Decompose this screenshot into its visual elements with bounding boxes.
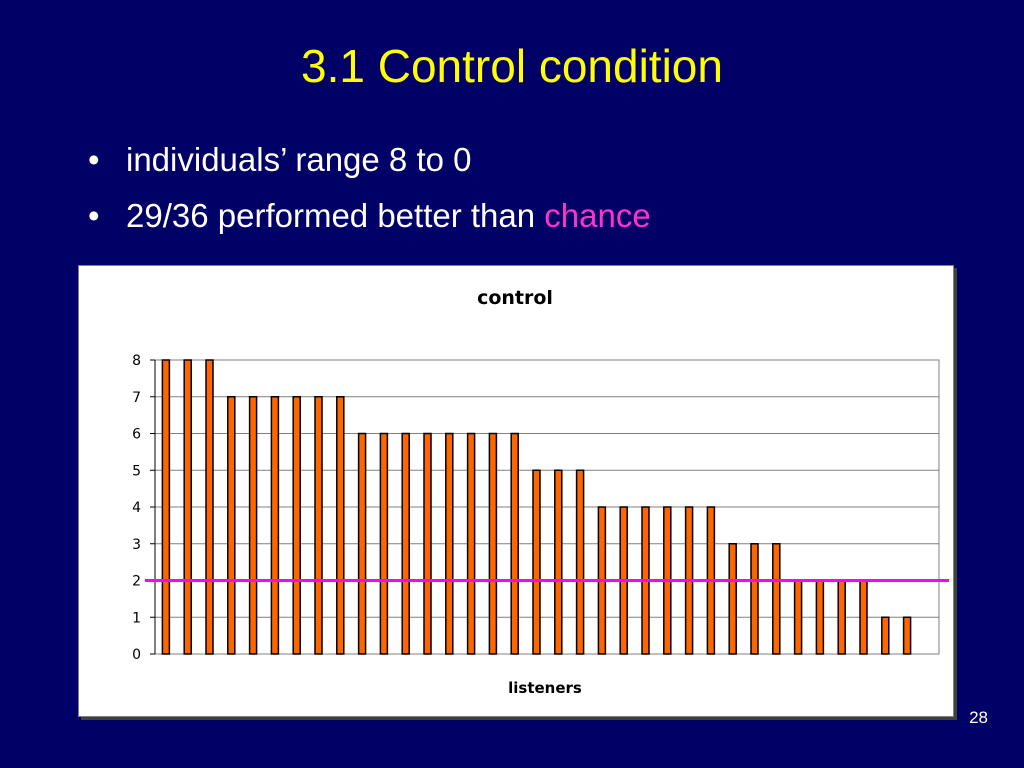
chart-container: control listeners 0 1 2 3 4 5 6 7 8 [78,265,954,717]
bar [227,396,236,655]
bar-chart: control listeners 0 1 2 3 4 5 6 7 8 [132,287,949,697]
y-tick-label: 7 [132,390,141,406]
bar [902,616,912,655]
y-tick-label: 0 [132,647,141,663]
y-tick-label: 2 [132,574,141,590]
bullet-item-range: • individuals’ range 8 to 0 [88,138,651,194]
bar [837,579,846,655]
bar [183,359,192,655]
y-tick-label: 8 [132,353,141,369]
bar [292,396,301,655]
bar [466,432,476,655]
bar [488,432,498,655]
bar [859,579,868,655]
bullet-text: individuals’ range 8 to 0 [126,141,472,178]
bar [314,396,323,655]
bullet-marker: • [88,141,100,178]
x-axis-label: listeners [508,679,582,697]
bar [510,432,519,655]
y-tick-label: 1 [132,610,141,626]
slide-title: 3.1 Control condition [301,40,723,92]
bar [815,579,825,655]
bar [423,432,432,655]
bar [575,469,585,655]
bar [379,432,389,655]
bar [336,396,345,655]
bar [205,359,214,655]
y-tick-label: 5 [132,463,141,479]
bullet-text: 29/36 performed better than [126,197,545,234]
bar [270,396,280,655]
y-tick-label: 4 [132,500,141,516]
bar [750,543,759,655]
bar [532,469,541,655]
bar [772,543,781,655]
bar [161,359,171,655]
bar [445,432,454,655]
bar [248,396,258,655]
chart-title: control [477,287,553,309]
y-tick-label: 3 [132,537,141,553]
bullet-item-chance: • 29/36 performed better than chance [88,194,651,250]
bar [881,616,890,655]
bar [357,432,367,655]
bullet-marker: • [88,197,100,234]
bar [401,432,410,655]
bullet-list: • individuals’ range 8 to 0 • 29/36 perf… [88,138,651,250]
page-number: 28 [969,708,988,727]
y-axis-ticks: 0 1 2 3 4 5 6 7 8 [132,353,155,663]
chance-highlight: chance [544,197,651,234]
y-tick-label: 6 [132,427,141,443]
bar [554,469,563,655]
bar [793,579,803,655]
bar [728,543,737,655]
